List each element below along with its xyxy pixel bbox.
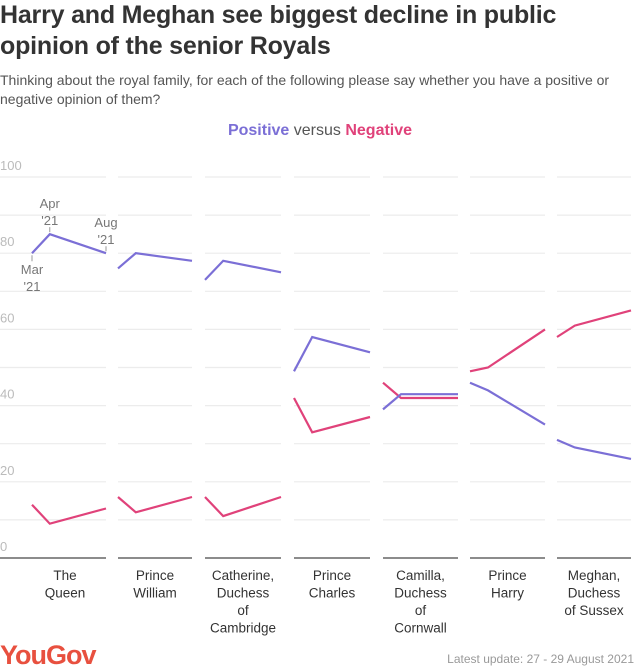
positive-line [294, 337, 370, 371]
panel-label: Catherine, [212, 568, 274, 583]
negative-line [32, 505, 106, 524]
panel-label: Prince [136, 568, 174, 583]
panel-label: Meghan, [568, 568, 621, 583]
date-annotation: '21 [41, 213, 58, 228]
date-annotation: Mar [21, 262, 44, 277]
negative-line [557, 310, 631, 337]
positive-line [470, 383, 545, 425]
y-tick-label: 100 [0, 158, 22, 173]
negative-line [383, 383, 458, 398]
panel-label: William [133, 586, 177, 601]
y-tick-label: 80 [0, 234, 14, 249]
panel-label: The [53, 568, 76, 583]
panel-label: of Sussex [564, 603, 624, 618]
small-multiples-chart: 0 20 40 60 80 100 The Queen Mar '21 Apr '21 Aug '21 Pr… [0, 0, 640, 640]
panel-label: Camilla, [396, 568, 445, 583]
panel-label: Harry [491, 586, 524, 601]
negative-line [294, 398, 370, 432]
negative-line [470, 329, 545, 371]
panel-label: Cornwall [394, 621, 447, 636]
date-annotation: Aug [94, 215, 117, 230]
y-tick-label: 60 [0, 310, 14, 325]
positive-line [118, 253, 192, 268]
panel-label: Prince [488, 568, 526, 583]
date-annotation: '21 [24, 279, 41, 294]
positive-line [557, 440, 631, 459]
date-annotation: Apr [40, 196, 61, 211]
y-tick-label: 0 [0, 539, 7, 554]
yougov-logo: YouGov [0, 640, 96, 671]
positive-line [32, 234, 106, 253]
positive-line [383, 394, 458, 409]
panel-label: Duchess [568, 586, 621, 601]
positive-line [205, 261, 281, 280]
negative-line [118, 497, 192, 512]
panel-label: Charles [309, 586, 356, 601]
panel-label: Queen [45, 586, 86, 601]
latest-update: Latest update: 27 - 29 August 2021 [447, 652, 634, 666]
date-annotation: '21 [98, 232, 115, 247]
panel-label: of [415, 603, 427, 618]
panel-label: Cambridge [210, 621, 276, 636]
y-tick-label: 20 [0, 463, 14, 478]
y-tick-label: 40 [0, 387, 14, 402]
negative-line [205, 497, 281, 516]
panel-label: Prince [313, 568, 351, 583]
panel-label: Duchess [217, 586, 270, 601]
panel-label: Duchess [394, 586, 447, 601]
panel-label: of [237, 603, 249, 618]
